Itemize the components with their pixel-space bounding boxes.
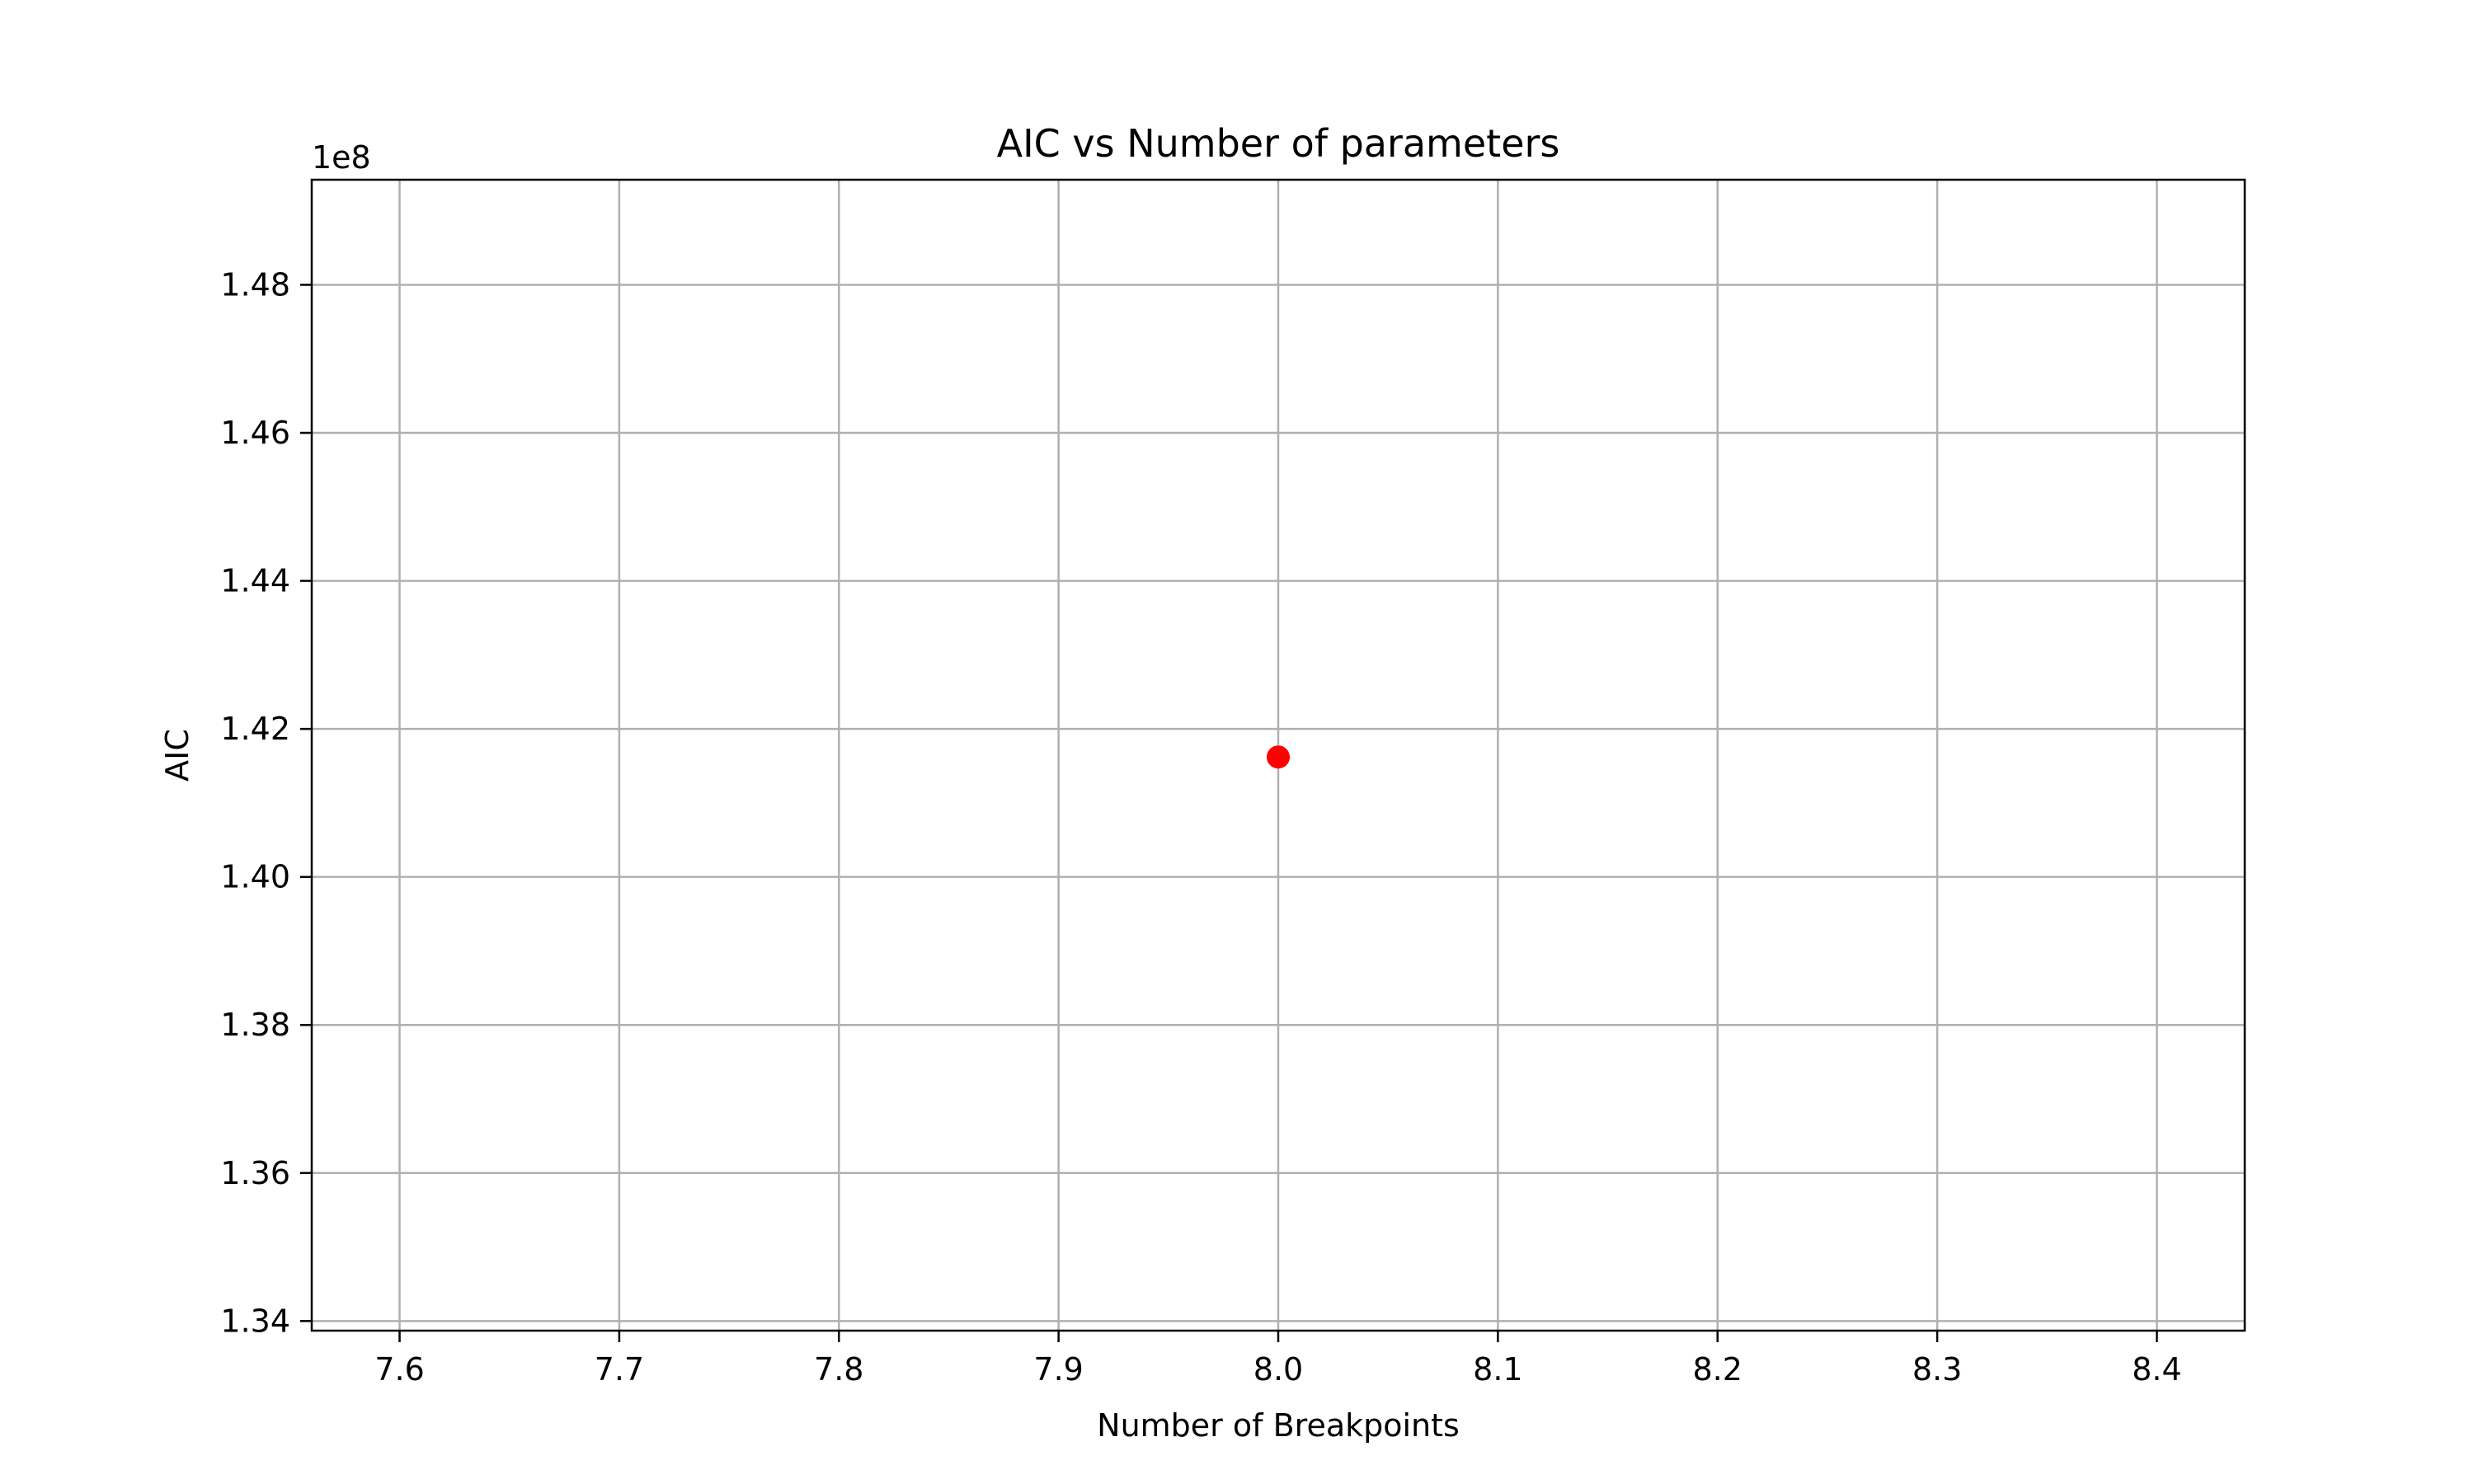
data-point [1267, 745, 1290, 769]
x-tick-label: 7.6 [374, 1351, 424, 1388]
chart-title: AIC vs Number of parameters [997, 121, 1560, 166]
ticks-layer: 7.6 7.7 7.8 7.9 8.0 8.1 8.2 8.3 8.4 1.34 1.36 1.38 1… [220, 266, 2181, 1388]
x-axis-label: Number of Breakpoints [1097, 1407, 1460, 1444]
y-tick-label: 1.46 [220, 415, 290, 451]
data-layer [1267, 745, 1290, 769]
y-tick-label: 1.36 [220, 1155, 290, 1191]
y-axis-label: AIC [159, 729, 195, 782]
grid-layer [312, 180, 2245, 1331]
y-tick-label: 1.42 [220, 711, 290, 747]
y-tick-label: 1.34 [220, 1303, 290, 1339]
x-tick-label: 7.8 [814, 1351, 863, 1388]
x-tick-label: 8.4 [2132, 1351, 2181, 1388]
x-tick-label: 8.2 [1693, 1351, 1743, 1388]
x-tick-label: 8.3 [1912, 1351, 1962, 1388]
x-tick-label: 7.7 [595, 1351, 644, 1388]
y-tick-label: 1.44 [220, 563, 290, 599]
y-tick-label: 1.38 [220, 1007, 290, 1043]
x-tick-label: 8.1 [1473, 1351, 1522, 1388]
y-tick-label: 1.48 [220, 266, 290, 303]
y-tick-label: 1.40 [220, 859, 290, 895]
y-offset-label: 1e8 [312, 139, 371, 176]
x-tick-label: 8.0 [1253, 1351, 1303, 1388]
x-tick-label: 7.9 [1033, 1351, 1083, 1388]
